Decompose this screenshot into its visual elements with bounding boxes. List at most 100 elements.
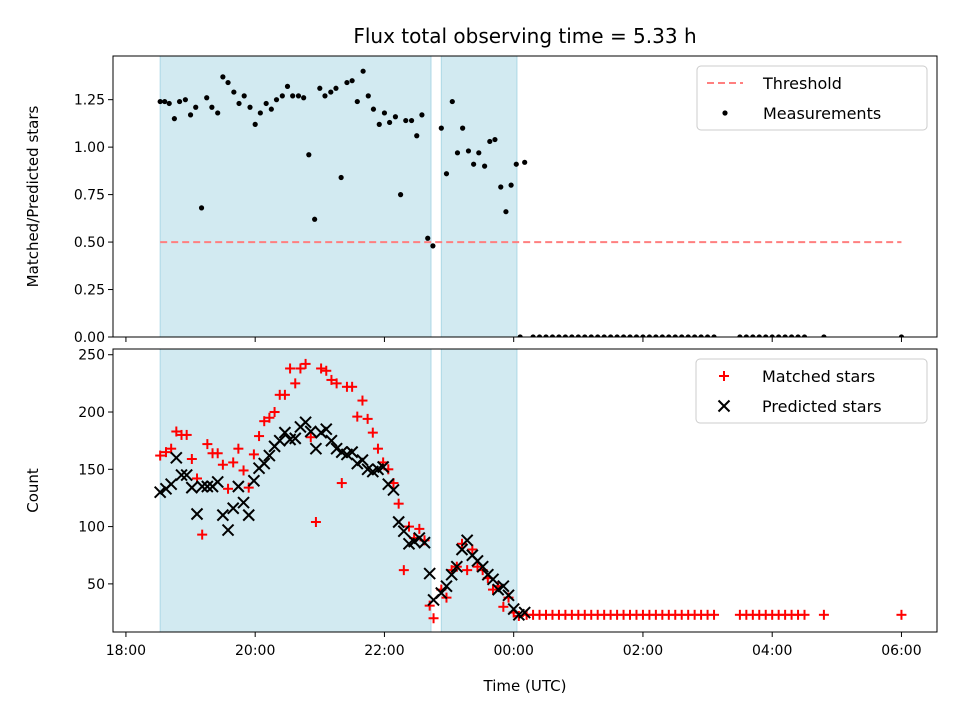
data-point (310, 517, 321, 528)
data-point-b (258, 457, 271, 470)
y-tick-label: 150 (78, 462, 105, 478)
data-point (176, 98, 183, 105)
data-point (508, 182, 514, 188)
x-tick-label: 18:00 (106, 643, 146, 659)
data-point (228, 457, 239, 468)
data-point (354, 98, 360, 105)
data-point (187, 112, 194, 118)
panel-points-1 (153, 358, 907, 624)
data-point (737, 334, 743, 337)
data-point (365, 93, 371, 99)
y-axis-title: Matched/Predicted stars (24, 106, 42, 288)
data-point (476, 560, 489, 573)
y-axis-title: Count (24, 468, 42, 513)
data-point (419, 112, 425, 118)
data-point (171, 116, 177, 122)
data-point-b (216, 508, 230, 522)
y-tick-label: 100 (78, 520, 105, 536)
data-point (336, 478, 347, 489)
data-point (498, 184, 504, 190)
data-point (536, 334, 543, 337)
data-point-b (211, 475, 224, 489)
data-point (242, 508, 255, 522)
data-point (338, 174, 344, 181)
data-point (166, 443, 177, 454)
data-point (497, 579, 510, 593)
data-point (398, 565, 409, 576)
data-point (455, 543, 469, 556)
data-point (284, 83, 291, 89)
data-point (322, 93, 328, 99)
data-point-b (440, 579, 453, 593)
data-point (462, 565, 473, 576)
data-point (449, 98, 455, 105)
legend-label: Predicted stars (762, 397, 882, 416)
data-point-b (418, 536, 431, 549)
data-point (692, 334, 698, 337)
data-point-b (345, 445, 359, 459)
data-point (776, 334, 782, 337)
data-point-b (397, 524, 411, 538)
series-measurements (157, 68, 905, 337)
data-point (247, 104, 253, 110)
data-point (217, 459, 228, 470)
data-point (487, 138, 493, 145)
legend-swatch-b (717, 399, 731, 413)
y-tick-label: 0.25 (74, 283, 105, 299)
data-point (157, 98, 163, 105)
data-point (175, 468, 188, 482)
data-point-b (450, 560, 464, 573)
data-point-b (304, 425, 317, 438)
chart-title: Flux total observing time = 5.33 h (353, 24, 696, 48)
data-point (376, 460, 390, 474)
data-point (237, 496, 250, 509)
data-point-b (278, 426, 292, 439)
data-point-b (330, 442, 343, 455)
data-point (711, 334, 717, 337)
data-point (440, 579, 453, 593)
data-point (269, 407, 280, 418)
y-tick-label: 1.25 (74, 93, 105, 109)
data-point (185, 481, 199, 494)
data-point (268, 106, 274, 112)
data-point (248, 449, 259, 460)
data-point (381, 110, 388, 116)
data-point-b (376, 460, 390, 474)
data-point (215, 110, 221, 116)
legend-swatch (719, 371, 729, 381)
x-tick-label: 22:00 (364, 643, 404, 659)
data-point-b (356, 453, 369, 467)
data-point (201, 480, 214, 493)
legend-label: Threshold (762, 74, 842, 93)
data-point-b (460, 534, 474, 547)
data-point (608, 334, 614, 337)
data-point (575, 334, 581, 337)
data-point (640, 334, 646, 337)
data-point-b (273, 434, 286, 447)
data-point (633, 334, 640, 337)
data-point (387, 119, 393, 126)
data-point (197, 529, 208, 540)
data-point (456, 538, 467, 549)
data-point (164, 477, 178, 491)
data-point (418, 536, 431, 549)
data-point-b (247, 474, 261, 487)
data-point-b (180, 468, 193, 482)
data-point (349, 78, 355, 84)
data-point (518, 606, 531, 619)
data-point (428, 613, 439, 624)
data-point-b (320, 422, 333, 436)
data-point (153, 486, 167, 499)
data-point-b (502, 589, 515, 602)
data-point (252, 121, 258, 127)
data-point (180, 468, 193, 482)
data-point (300, 358, 311, 369)
data-point (743, 334, 749, 337)
data-point (435, 586, 448, 600)
data-point (795, 334, 801, 337)
data-point-b (170, 451, 183, 465)
data-point (562, 334, 568, 337)
data-point (569, 334, 575, 337)
data-point-b (190, 507, 204, 521)
data-point (620, 334, 627, 337)
